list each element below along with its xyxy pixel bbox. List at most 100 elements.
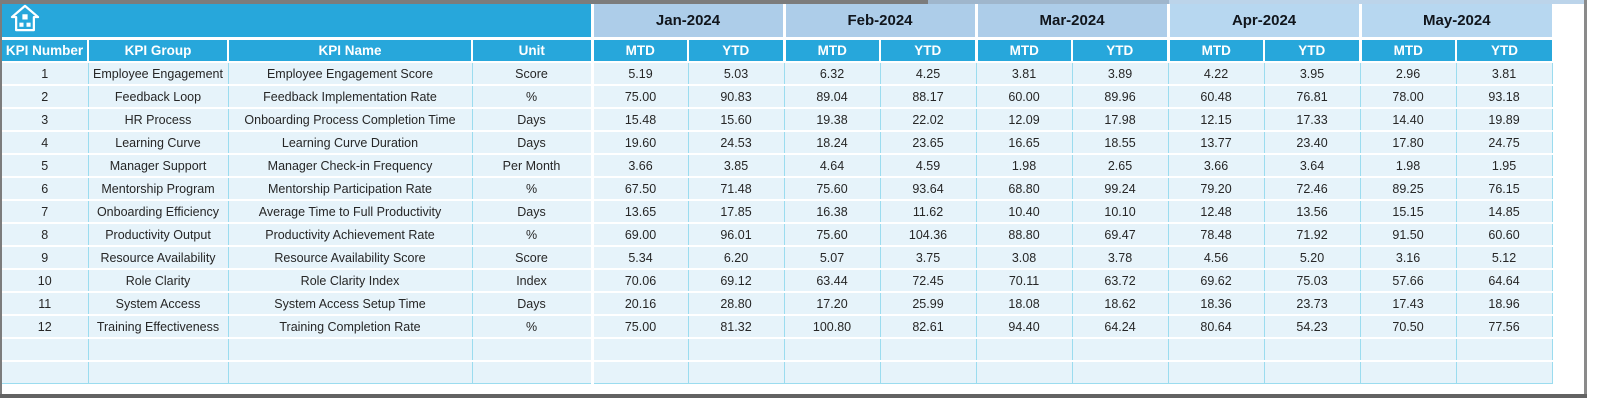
left-border [0, 0, 2, 398]
empty-row [2, 337, 1553, 361]
apr-2024-ytd-cell [1263, 360, 1361, 384]
feb-2024-mtd-cell: 18.24 [783, 130, 880, 154]
kpi-name-cell: Feedback Implementation Rate [227, 84, 472, 108]
mar-2024-ytd-cell: 18.62 [1071, 291, 1169, 315]
kpi-group-cell: HR Process [87, 107, 228, 131]
mar-2024-ytd-cell: 89.96 [1071, 84, 1169, 108]
apr-2024-mtd-cell: 18.36 [1167, 291, 1265, 315]
mar-2024-mtd-cell [975, 360, 1073, 384]
apr-2024-ytd-cell: 72.46 [1263, 176, 1361, 200]
jan-2024-mtd-cell: 69.00 [590, 222, 688, 246]
may-2024-ytd-cell: 3.81 [1455, 61, 1553, 85]
right-border [1584, 0, 1587, 398]
feb-2024-ytd-cell: 104.36 [879, 222, 977, 246]
may-2024-mtd-cell: 14.40 [1359, 107, 1457, 131]
kpi-group-cell: Role Clarity [87, 268, 228, 292]
kpi-name-cell: Resource Availability Score [227, 245, 472, 269]
unit-cell: Days [471, 130, 592, 154]
jan-2024-mtd-cell: 70.06 [590, 268, 688, 292]
apr-2024-ytd-cell [1263, 337, 1361, 361]
kpi-group-cell: Manager Support [87, 153, 228, 177]
apr-2024-mtd-cell: 60.48 [1167, 84, 1265, 108]
feb-2024-ytd-cell: 22.02 [879, 107, 977, 131]
apr-2024-mtd-cell: 4.22 [1167, 61, 1265, 85]
apr-2024-ytd-cell: 54.23 [1263, 314, 1361, 338]
month-header-row: Jan-2024 Feb-2024 Mar-2024 Apr-2024 May-2024 [2, 4, 1553, 40]
apr-2024-mtd-cell: 78.48 [1167, 222, 1265, 246]
month-header-jan-2024: Jan-2024 [590, 4, 784, 40]
may-2024-mtd-cell: 17.43 [1359, 291, 1457, 315]
unit-cell [471, 337, 592, 361]
mar-2024-mtd-cell: 70.11 [975, 268, 1073, 292]
unit-cell: Days [471, 107, 592, 131]
kpi-group-cell: System Access [87, 291, 228, 315]
kpi-number-cell: 5 [2, 153, 88, 177]
jan-2024-ytd-cell: 3.85 [687, 153, 784, 177]
kpi-group-cell: Employee Engagement [87, 61, 228, 85]
feb-2024-ytd-cell [879, 360, 977, 384]
kpi-name-cell: Employee Engagement Score [227, 61, 472, 85]
jan-2024-mtd-cell: 19.60 [590, 130, 688, 154]
jan-2024-mtd-cell [590, 337, 688, 361]
feb-2024-mtd-cell: 6.32 [783, 61, 880, 85]
kpi-name-cell [227, 337, 472, 361]
mar-2024-mtd-cell: 3.08 [975, 245, 1073, 269]
apr-2024-mtd-cell: 4.56 [1167, 245, 1265, 269]
apr-2024-ytd-cell: 3.95 [1263, 61, 1361, 85]
kpi-row-4: 4 Learning Curve Learning Curve Duration Da… [2, 130, 1553, 154]
feb-2024-mtd-cell: 16.38 [783, 199, 880, 223]
column-header-kpi-number: KPI Number [2, 38, 88, 63]
jan-2024-mtd-cell: 67.50 [590, 176, 688, 200]
kpi-group-cell: Learning Curve [87, 130, 228, 154]
column-header-jan-2024-mtd: MTD [590, 38, 688, 63]
kpi-row-12: 12 Training Effectiveness Training Complet… [2, 314, 1553, 338]
column-header-feb-2024-mtd: MTD [782, 38, 880, 63]
may-2024-mtd-cell: 1.98 [1359, 153, 1457, 177]
jan-2024-ytd-cell [687, 360, 784, 384]
jan-2024-mtd-cell: 3.66 [590, 153, 688, 177]
column-header-kpi-name: KPI Name [227, 38, 472, 63]
feb-2024-ytd-cell [879, 337, 977, 361]
mar-2024-mtd-cell [975, 337, 1073, 361]
may-2024-ytd-cell: 1.95 [1455, 153, 1553, 177]
jan-2024-ytd-cell [687, 337, 784, 361]
mar-2024-mtd-cell: 16.65 [975, 130, 1073, 154]
unit-cell: Days [471, 199, 592, 223]
unit-cell: % [471, 222, 592, 246]
kpi-group-cell: Productivity Output [87, 222, 228, 246]
kpi-number-cell: 9 [2, 245, 88, 269]
feb-2024-mtd-cell: 17.20 [783, 291, 880, 315]
jan-2024-mtd-cell: 5.34 [590, 245, 688, 269]
jan-2024-mtd-cell: 75.00 [590, 314, 688, 338]
jan-2024-ytd-cell: 81.32 [687, 314, 784, 338]
kpi-number-cell: 4 [2, 130, 88, 154]
column-header-mar-2024-ytd: YTD [1071, 38, 1169, 63]
feb-2024-ytd-cell: 23.65 [879, 130, 977, 154]
kpi-number-cell [2, 360, 88, 384]
apr-2024-ytd-cell: 23.40 [1263, 130, 1361, 154]
kpi-name-cell: Learning Curve Duration [227, 130, 472, 154]
apr-2024-ytd-cell: 23.73 [1263, 291, 1361, 315]
apr-2024-ytd-cell: 13.56 [1263, 199, 1361, 223]
feb-2024-ytd-cell: 11.62 [879, 199, 977, 223]
mar-2024-mtd-cell: 94.40 [975, 314, 1073, 338]
apr-2024-ytd-cell: 17.33 [1263, 107, 1361, 131]
column-header-apr-2024-mtd: MTD [1166, 38, 1265, 63]
unit-cell: Per Month [471, 153, 592, 177]
month-header-apr-2024: Apr-2024 [1166, 4, 1361, 40]
jan-2024-mtd-cell: 13.65 [590, 199, 688, 223]
home-icon[interactable] [10, 4, 40, 36]
kpi-row-3: 3 HR Process Onboarding Process Completion… [2, 107, 1553, 131]
kpi-number-cell: 7 [2, 199, 88, 223]
may-2024-ytd-cell: 60.60 [1455, 222, 1553, 246]
kpi-group-cell: Mentorship Program [87, 176, 228, 200]
column-header-may-2024-ytd: YTD [1455, 38, 1553, 63]
empty-row [2, 360, 1553, 384]
kpi-number-cell: 12 [2, 314, 88, 338]
mar-2024-mtd-cell: 12.09 [975, 107, 1073, 131]
may-2024-mtd-cell [1359, 337, 1457, 361]
mar-2024-mtd-cell: 88.80 [975, 222, 1073, 246]
feb-2024-mtd-cell [783, 360, 880, 384]
may-2024-mtd-cell: 2.96 [1359, 61, 1457, 85]
